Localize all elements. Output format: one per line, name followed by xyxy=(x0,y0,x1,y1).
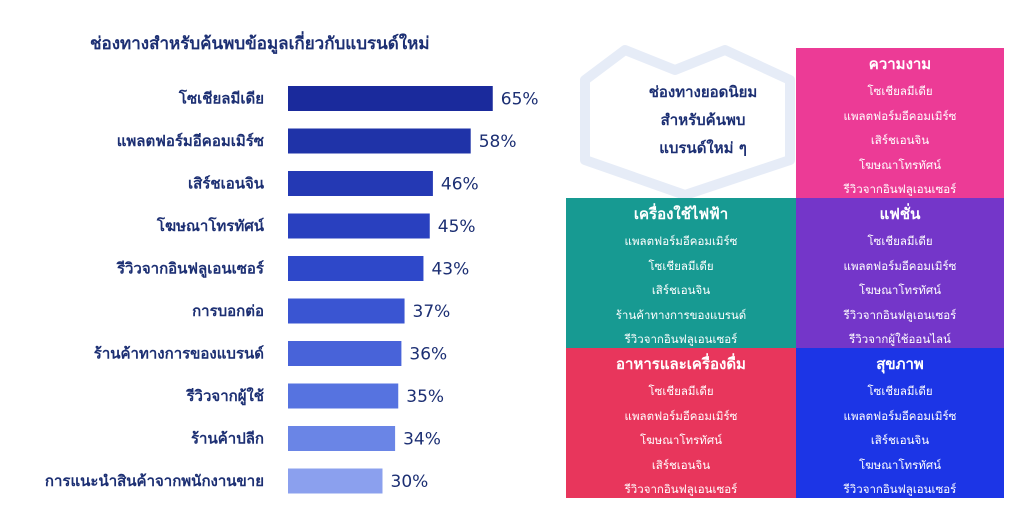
list-item: แพลตฟอร์มอีคอมเมิร์ซ xyxy=(843,108,957,123)
value-label: 35% xyxy=(406,387,444,407)
tile-electronics: เครื่องใช้ไฟฟ้า แพลตฟอร์มอีคอมเมิร์ซ โซเ… xyxy=(566,198,796,348)
bar xyxy=(288,171,433,196)
tile-food-beverage: อาหารและเครื่องดื่ม โซเชียลมีเดีย แพลตฟอ… xyxy=(566,348,796,498)
tile-fashion: แฟชั่น โซเชียลมีเดีย แพลตฟอร์มอีคอมเมิร์… xyxy=(796,198,1004,348)
category-label: โฆษณาโทรทัศน์ xyxy=(156,216,265,235)
list-item: โซเชียลมีเดีย xyxy=(867,234,933,248)
category-label: ร้านค้าปลีก xyxy=(191,430,264,448)
bar xyxy=(288,341,402,366)
tile-list: โซเชียลมีเดีย แพลตฟอร์มอีคอมเมิร์ซ โฆษณา… xyxy=(796,229,1004,352)
bar xyxy=(288,213,430,239)
value-label: 45% xyxy=(438,217,476,237)
popular-channels-heading: ช่องทางยอดนิยม สำหรับค้นพบ แบรนด์ใหม่ ๆ xyxy=(612,78,794,162)
value-label: 46% xyxy=(441,175,479,195)
tile-health: สุขภาพ โซเชียลมีเดีย แพลตฟอร์มอีคอมเมิร์… xyxy=(796,348,1004,498)
category-label: การแนะนำสินค้าจากพนักงานขาย xyxy=(45,472,264,490)
list-item: โฆษณาโทรทัศน์ xyxy=(858,283,942,297)
list-item: รีวิวจากอินฟลูเอนเซอร์ xyxy=(624,332,738,346)
heart-outline-decoration xyxy=(580,45,795,200)
bar xyxy=(288,468,383,494)
value-label: 58% xyxy=(479,132,517,152)
list-item: แพลตฟอร์มอีคอมเมิร์ซ xyxy=(843,258,957,273)
list-item: เสิร์ชเอนจิน xyxy=(651,457,711,472)
tile-title: แฟชั่น xyxy=(879,205,921,223)
category-label: รีวิวจากอินฟลูเอนเซอร์ xyxy=(116,260,265,279)
tile-title: เครื่องใช้ไฟฟ้า xyxy=(633,205,729,223)
list-item: รีวิวจากอินฟลูเอนเซอร์ xyxy=(843,307,957,322)
bar xyxy=(288,426,396,451)
heading-line-1: ช่องทางยอดนิยม xyxy=(648,83,758,101)
bar xyxy=(288,128,471,154)
list-item: โฆษณาโทรทัศน์ xyxy=(858,157,942,172)
list-item: แพลตฟอร์มอีคอมเมิร์ซ xyxy=(624,234,738,248)
list-item: โฆษณาโทรทัศน์ xyxy=(858,457,942,472)
value-label: 65% xyxy=(501,90,539,110)
value-label: 43% xyxy=(431,260,469,280)
bar xyxy=(288,383,399,409)
list-item: เสิร์ชเอนจิน xyxy=(651,283,711,297)
list-item: โซเชียลมีเดีย xyxy=(867,84,933,98)
value-label: 30% xyxy=(391,472,429,492)
tile-title: อาหารและเครื่องดื่ม xyxy=(616,355,746,373)
category-label: รีวิวจากผู้ใช้ xyxy=(186,387,264,406)
list-item: โฆษณาโทรทัศน์ xyxy=(639,433,723,447)
list-item: รีวิวจากผู้ใช้ออนไลน์ xyxy=(849,332,951,346)
list-item: โซเชียลมีเดีย xyxy=(648,384,714,398)
bar-chart: โซเชียลมีเดีย 65% แพลตฟอร์มอีคอมเมิร์ซ 58% เ… xyxy=(45,86,539,494)
category-label: แพลตฟอร์มอีคอมเมิร์ซ xyxy=(117,132,264,150)
list-item: รีวิวจากอินฟลูเอนเซอร์ xyxy=(843,182,957,196)
list-item: โซเชียลมีเดีย xyxy=(648,258,714,273)
tile-list: แพลตฟอร์มอีคอมเมิร์ซ โซเชียลมีเดีย เสิร์… xyxy=(566,229,796,352)
category-label: ร้านค้าทางการของแบรนด์ xyxy=(94,345,264,363)
bar xyxy=(288,86,493,111)
list-item: โซเชียลมีเดีย xyxy=(867,384,933,398)
bar xyxy=(288,256,424,281)
list-item: รีวิวจากอินฟลูเอนเซอร์ xyxy=(843,482,957,496)
list-item: เสิร์ชเอนจิน xyxy=(870,133,930,147)
list-item: เสิร์ชเอนจิน xyxy=(870,433,930,447)
category-label: โซเชียลมีเดีย xyxy=(178,89,264,108)
list-item: รีวิวจากอินฟลูเอนเซอร์ xyxy=(624,482,738,496)
tile-title: สุขภาพ xyxy=(876,355,924,373)
value-label: 36% xyxy=(409,345,447,365)
tile-list: โซเชียลมีเดีย แพลตฟอร์มอีคอมเมิร์ซ โฆษณา… xyxy=(566,379,796,502)
bar xyxy=(288,298,405,324)
category-label: การบอกต่อ xyxy=(192,302,264,320)
heading-line-3: แบรนด์ใหม่ ๆ xyxy=(659,139,747,157)
tile-title: ความงาม xyxy=(868,55,932,73)
value-label: 34% xyxy=(403,430,441,450)
tile-list: โซเชียลมีเดีย แพลตฟอร์มอีคอมเมิร์ซ เสิร์… xyxy=(796,379,1004,502)
list-item: แพลตฟอร์มอีคอมเมิร์ซ xyxy=(843,408,957,423)
value-label: 37% xyxy=(413,302,451,322)
list-item: แพลตฟอร์มอีคอมเมิร์ซ xyxy=(624,408,738,423)
list-item: ร้านค้าทางการของแบรนด์ xyxy=(615,307,747,322)
tile-list: โซเชียลมีเดีย แพลตฟอร์มอีคอมเมิร์ซ เสิร์… xyxy=(796,79,1004,202)
chart-title: ช่องทางสำหรับค้นพบข้อมูลเกี่ยวกับแบรนด์ใ… xyxy=(90,34,430,54)
tile-beauty: ความงาม โซเชียลมีเดีย แพลตฟอร์มอีคอมเมิร… xyxy=(796,48,1004,200)
category-label: เสิร์ชเอนจิน xyxy=(188,175,265,193)
heading-line-2: สำหรับค้นพบ xyxy=(660,111,746,129)
